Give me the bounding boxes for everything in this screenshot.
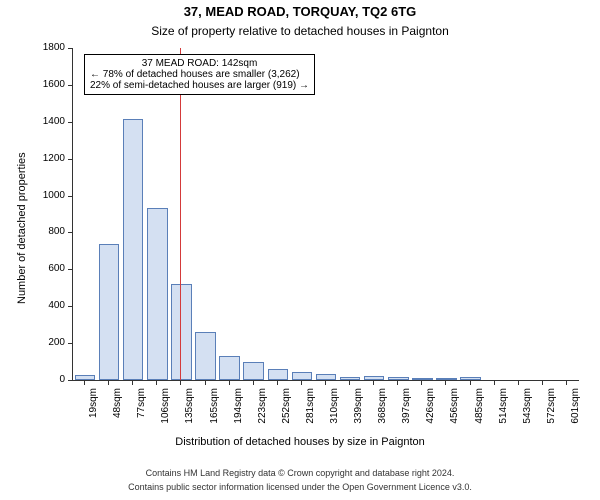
chart-title: 37, MEAD ROAD, TORQUAY, TQ2 6TG [0,4,600,19]
y-tick [68,380,73,381]
y-tick [68,343,73,344]
x-tick [229,380,230,385]
y-tick-label: 200 [27,337,65,348]
x-tick [156,380,157,385]
x-tick-label: 48sqm [112,388,123,438]
x-tick [494,380,495,385]
x-tick-label: 194sqm [233,388,244,438]
x-tick-label: 368sqm [377,388,388,438]
y-tick [68,232,73,233]
bar [219,356,239,380]
y-tick-label: 1800 [27,42,65,53]
y-tick-label: 1200 [27,153,65,164]
y-tick [68,159,73,160]
x-tick [518,380,519,385]
x-tick [373,380,374,385]
x-tick [349,380,350,385]
y-tick-label: 1600 [27,79,65,90]
footer-line-1: Contains HM Land Registry data © Crown c… [0,468,600,478]
annotation-line-2: ← 78% of detached houses are smaller (3,… [90,69,309,80]
annotation-line-3: 22% of semi-detached houses are larger (… [90,80,309,91]
x-tick [84,380,85,385]
x-tick [108,380,109,385]
x-tick-label: 165sqm [209,388,220,438]
x-tick-label: 456sqm [449,388,460,438]
bar [292,372,312,380]
x-tick [132,380,133,385]
bar [460,377,480,380]
y-tick-label: 1400 [27,116,65,127]
x-tick [470,380,471,385]
bar [171,284,191,380]
x-tick-label: 223sqm [257,388,268,438]
x-tick-label: 281sqm [305,388,316,438]
chart-container: 37, MEAD ROAD, TORQUAY, TQ2 6TG Size of … [0,0,600,500]
x-tick-label: 426sqm [425,388,436,438]
x-tick [566,380,567,385]
y-tick-label: 1000 [27,190,65,201]
annotation-box: 37 MEAD ROAD: 142sqm ← 78% of detached h… [84,54,315,95]
bar [268,369,288,380]
x-tick [253,380,254,385]
x-tick [277,380,278,385]
y-tick [68,85,73,86]
y-tick-label: 600 [27,263,65,274]
x-tick-label: 485sqm [474,388,485,438]
x-tick [445,380,446,385]
x-tick [397,380,398,385]
y-tick-label: 800 [27,226,65,237]
bar [243,362,263,380]
x-tick [205,380,206,385]
plot-area [72,48,579,381]
x-tick [421,380,422,385]
y-tick [68,306,73,307]
x-tick [325,380,326,385]
y-tick [68,122,73,123]
y-tick [68,196,73,197]
footer-line-2: Contains public sector information licen… [0,482,600,492]
x-tick-label: 339sqm [353,388,364,438]
x-tick-label: 19sqm [88,388,99,438]
annotation-line-1: 37 MEAD ROAD: 142sqm [90,58,309,69]
x-tick-label: 106sqm [160,388,171,438]
property-marker-line [180,48,181,380]
x-tick-label: 543sqm [522,388,533,438]
y-tick-label: 400 [27,300,65,311]
x-tick [180,380,181,385]
x-tick [542,380,543,385]
y-tick [68,269,73,270]
y-tick [68,48,73,49]
x-tick-label: 252sqm [281,388,292,438]
chart-subtitle: Size of property relative to detached ho… [0,24,600,38]
bar [436,378,456,380]
bar [147,208,167,380]
bar [123,119,143,380]
bar [99,244,119,380]
x-tick [301,380,302,385]
x-tick-label: 77sqm [136,388,147,438]
x-tick-label: 397sqm [401,388,412,438]
x-tick-label: 572sqm [546,388,557,438]
x-tick-label: 514sqm [498,388,509,438]
y-tick-label: 0 [27,374,65,385]
x-tick-label: 310sqm [329,388,340,438]
bar [195,332,215,380]
x-tick-label: 135sqm [184,388,195,438]
x-tick-label: 601sqm [570,388,581,438]
